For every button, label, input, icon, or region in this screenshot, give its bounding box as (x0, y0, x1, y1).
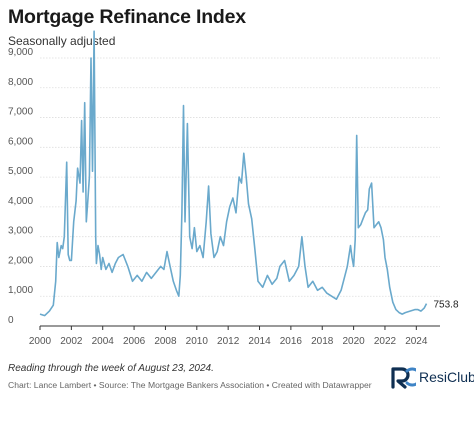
chart-subtitle: Seasonally adjusted (8, 34, 116, 48)
x-tick-label: 2008 (154, 336, 177, 347)
x-tick-label: 2000 (29, 336, 52, 347)
y-tick-label: 9,000 (8, 47, 33, 58)
x-tick-label: 2016 (280, 336, 303, 347)
y-tick-label: 8,000 (8, 77, 33, 88)
chart-note: Reading through the week of August 23, 2… (8, 363, 214, 374)
y-tick-label: 5,000 (8, 166, 33, 177)
resiclub-logo-icon (391, 367, 416, 389)
y-tick-label: 0 (8, 315, 14, 326)
x-tick-label: 2010 (186, 336, 209, 347)
x-tick-label: 2022 (374, 336, 397, 347)
logo-text: ResiClub (419, 369, 474, 385)
resiclub-logo: ResiClub (390, 365, 474, 389)
x-tick-label: 2024 (405, 336, 428, 347)
chart-title: Mortgage Refinance Index (8, 6, 246, 28)
y-tick-label: 7,000 (8, 107, 33, 118)
y-tick-label: 4,000 (8, 196, 33, 207)
y-tick-label: 2,000 (8, 255, 33, 266)
x-tick-label: 2020 (342, 336, 365, 347)
chart-credit: Chart: Lance Lambert • Source: The Mortg… (8, 380, 372, 390)
x-tick-label: 2004 (92, 336, 115, 347)
x-tick-label: 2018 (311, 336, 334, 347)
x-tick-label: 2002 (60, 336, 83, 347)
series-line (39, 30, 428, 317)
end-value-label: 753.8 (434, 300, 459, 311)
x-tick-label: 2006 (123, 336, 146, 347)
y-tick-label: 6,000 (8, 136, 33, 147)
chart-area: 0 1,000 2,000 3,000 4,000 5,000 6,000 7,000 8,00… (8, 30, 459, 347)
x-tick-label: 2012 (217, 336, 240, 347)
y-tick-label: 1,000 (8, 285, 33, 296)
y-tick-label: 3,000 (8, 226, 33, 237)
x-tick-label: 2014 (248, 336, 271, 347)
